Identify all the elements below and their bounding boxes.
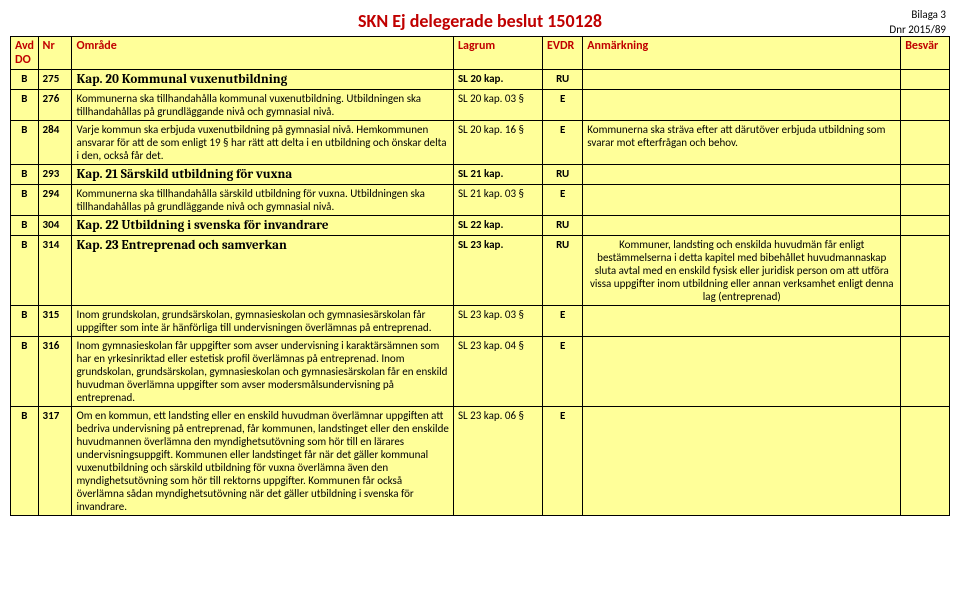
table-row: B317Om en kommun, ett landsting eller en…	[11, 407, 950, 516]
cell-lagrum: SL 20 kap. 16 §	[453, 121, 542, 165]
doc-meta: Bilaga 3 Dnr 2015/89	[889, 8, 946, 38]
cell-lagrum: SL 21 kap. 03 §	[453, 185, 542, 216]
cell-omrade: Kap. 23 Entreprenad och samverkan	[72, 236, 454, 306]
th-omrade: Område	[72, 37, 454, 70]
cell-omrade: Kap. 22 Utbildning i svenska för invandr…	[72, 216, 454, 236]
cell-besvar	[901, 70, 950, 90]
cell-lagrum: SL 23 kap. 03 §	[453, 306, 542, 337]
cell-avd: B	[11, 185, 39, 216]
cell-omrade: Kommunerna ska tillhandahålla kommunal v…	[72, 90, 454, 121]
cell-evdr: E	[543, 306, 583, 337]
cell-anmarkning	[583, 306, 901, 337]
cell-omrade: Inom grundskolan, grundsärskolan, gymnas…	[72, 306, 454, 337]
cell-lagrum: SL 23 kap.	[453, 236, 542, 306]
table-row: B294Kommunerna ska tillhandahålla särski…	[11, 185, 950, 216]
cell-besvar	[901, 337, 950, 407]
cell-evdr: RU	[543, 70, 583, 90]
th-anm: Anmärkning	[583, 37, 901, 70]
cell-anmarkning	[583, 70, 901, 90]
cell-nr: 316	[38, 337, 72, 407]
cell-anmarkning	[583, 165, 901, 185]
cell-avd: B	[11, 121, 39, 165]
table-row: B315Inom grundskolan, grundsärskolan, gy…	[11, 306, 950, 337]
cell-nr: 293	[38, 165, 72, 185]
cell-lagrum: SL 22 kap.	[453, 216, 542, 236]
cell-lagrum: SL 23 kap. 06 §	[453, 407, 542, 516]
cell-nr: 284	[38, 121, 72, 165]
cell-nr: 304	[38, 216, 72, 236]
cell-lagrum: SL 20 kap.	[453, 70, 542, 90]
cell-evdr: E	[543, 407, 583, 516]
cell-anmarkning: Kommunerna ska sträva efter att därutöve…	[583, 121, 901, 165]
table-row: B314Kap. 23 Entreprenad och samverkanSL …	[11, 236, 950, 306]
cell-evdr: RU	[543, 216, 583, 236]
cell-evdr: RU	[543, 165, 583, 185]
cell-nr: 315	[38, 306, 72, 337]
cell-avd: B	[11, 216, 39, 236]
cell-besvar	[901, 216, 950, 236]
th-nr: Nr	[38, 37, 72, 70]
cell-anmarkning: Kommuner, landsting och enskilda huvudmä…	[583, 236, 901, 306]
cell-avd: B	[11, 90, 39, 121]
cell-omrade: Om en kommun, ett landsting eller en ens…	[72, 407, 454, 516]
table-row: B284Varje kommun ska erbjuda vuxenutbild…	[11, 121, 950, 165]
cell-besvar	[901, 165, 950, 185]
th-avd: Avd DO	[11, 37, 39, 70]
cell-lagrum: SL 21 kap.	[453, 165, 542, 185]
th-besvar: Besvär	[901, 37, 950, 70]
table-row: B316Inom gymnasieskolan får uppgifter so…	[11, 337, 950, 407]
page-title: SKN Ej delegerade beslut 150128	[10, 10, 950, 32]
cell-anmarkning	[583, 90, 901, 121]
cell-evdr: E	[543, 337, 583, 407]
cell-nr: 276	[38, 90, 72, 121]
cell-avd: B	[11, 165, 39, 185]
table-row: B304Kap. 22 Utbildning i svenska för inv…	[11, 216, 950, 236]
cell-anmarkning	[583, 185, 901, 216]
decisions-table: Avd DO Nr Område Lagrum EVDR Anmärkning …	[10, 36, 950, 516]
cell-besvar	[901, 407, 950, 516]
cell-omrade: Inom gymnasieskolan får uppgifter som av…	[72, 337, 454, 407]
cell-evdr: E	[543, 90, 583, 121]
table-row: B275Kap. 20 Kommunal vuxenutbildningSL 2…	[11, 70, 950, 90]
cell-lagrum: SL 20 kap. 03 §	[453, 90, 542, 121]
cell-omrade: Kap. 21 Särskild utbildning för vuxna	[72, 165, 454, 185]
cell-avd: B	[11, 306, 39, 337]
cell-evdr: E	[543, 121, 583, 165]
cell-besvar	[901, 185, 950, 216]
cell-omrade: Kommunerna ska tillhandahålla särskild u…	[72, 185, 454, 216]
cell-besvar	[901, 90, 950, 121]
dnr: Dnr 2015/89	[889, 23, 946, 38]
th-lagrum: Lagrum	[453, 37, 542, 70]
table-header-row: Avd DO Nr Område Lagrum EVDR Anmärkning …	[11, 37, 950, 70]
cell-anmarkning	[583, 216, 901, 236]
cell-besvar	[901, 236, 950, 306]
cell-omrade: Kap. 20 Kommunal vuxenutbildning	[72, 70, 454, 90]
cell-lagrum: SL 23 kap. 04 §	[453, 337, 542, 407]
cell-evdr: RU	[543, 236, 583, 306]
cell-nr: 275	[38, 70, 72, 90]
cell-anmarkning	[583, 407, 901, 516]
bilaga: Bilaga 3	[889, 8, 946, 23]
cell-nr: 294	[38, 185, 72, 216]
cell-avd: B	[11, 337, 39, 407]
cell-avd: B	[11, 236, 39, 306]
th-evdr: EVDR	[543, 37, 583, 70]
cell-nr: 314	[38, 236, 72, 306]
cell-evdr: E	[543, 185, 583, 216]
cell-avd: B	[11, 407, 39, 516]
cell-besvar	[901, 306, 950, 337]
table-row: B276Kommunerna ska tillhandahålla kommun…	[11, 90, 950, 121]
cell-omrade: Varje kommun ska erbjuda vuxenutbildning…	[72, 121, 454, 165]
cell-anmarkning	[583, 337, 901, 407]
cell-avd: B	[11, 70, 39, 90]
cell-besvar	[901, 121, 950, 165]
table-row: B293Kap. 21 Särskild utbildning för vuxn…	[11, 165, 950, 185]
cell-nr: 317	[38, 407, 72, 516]
